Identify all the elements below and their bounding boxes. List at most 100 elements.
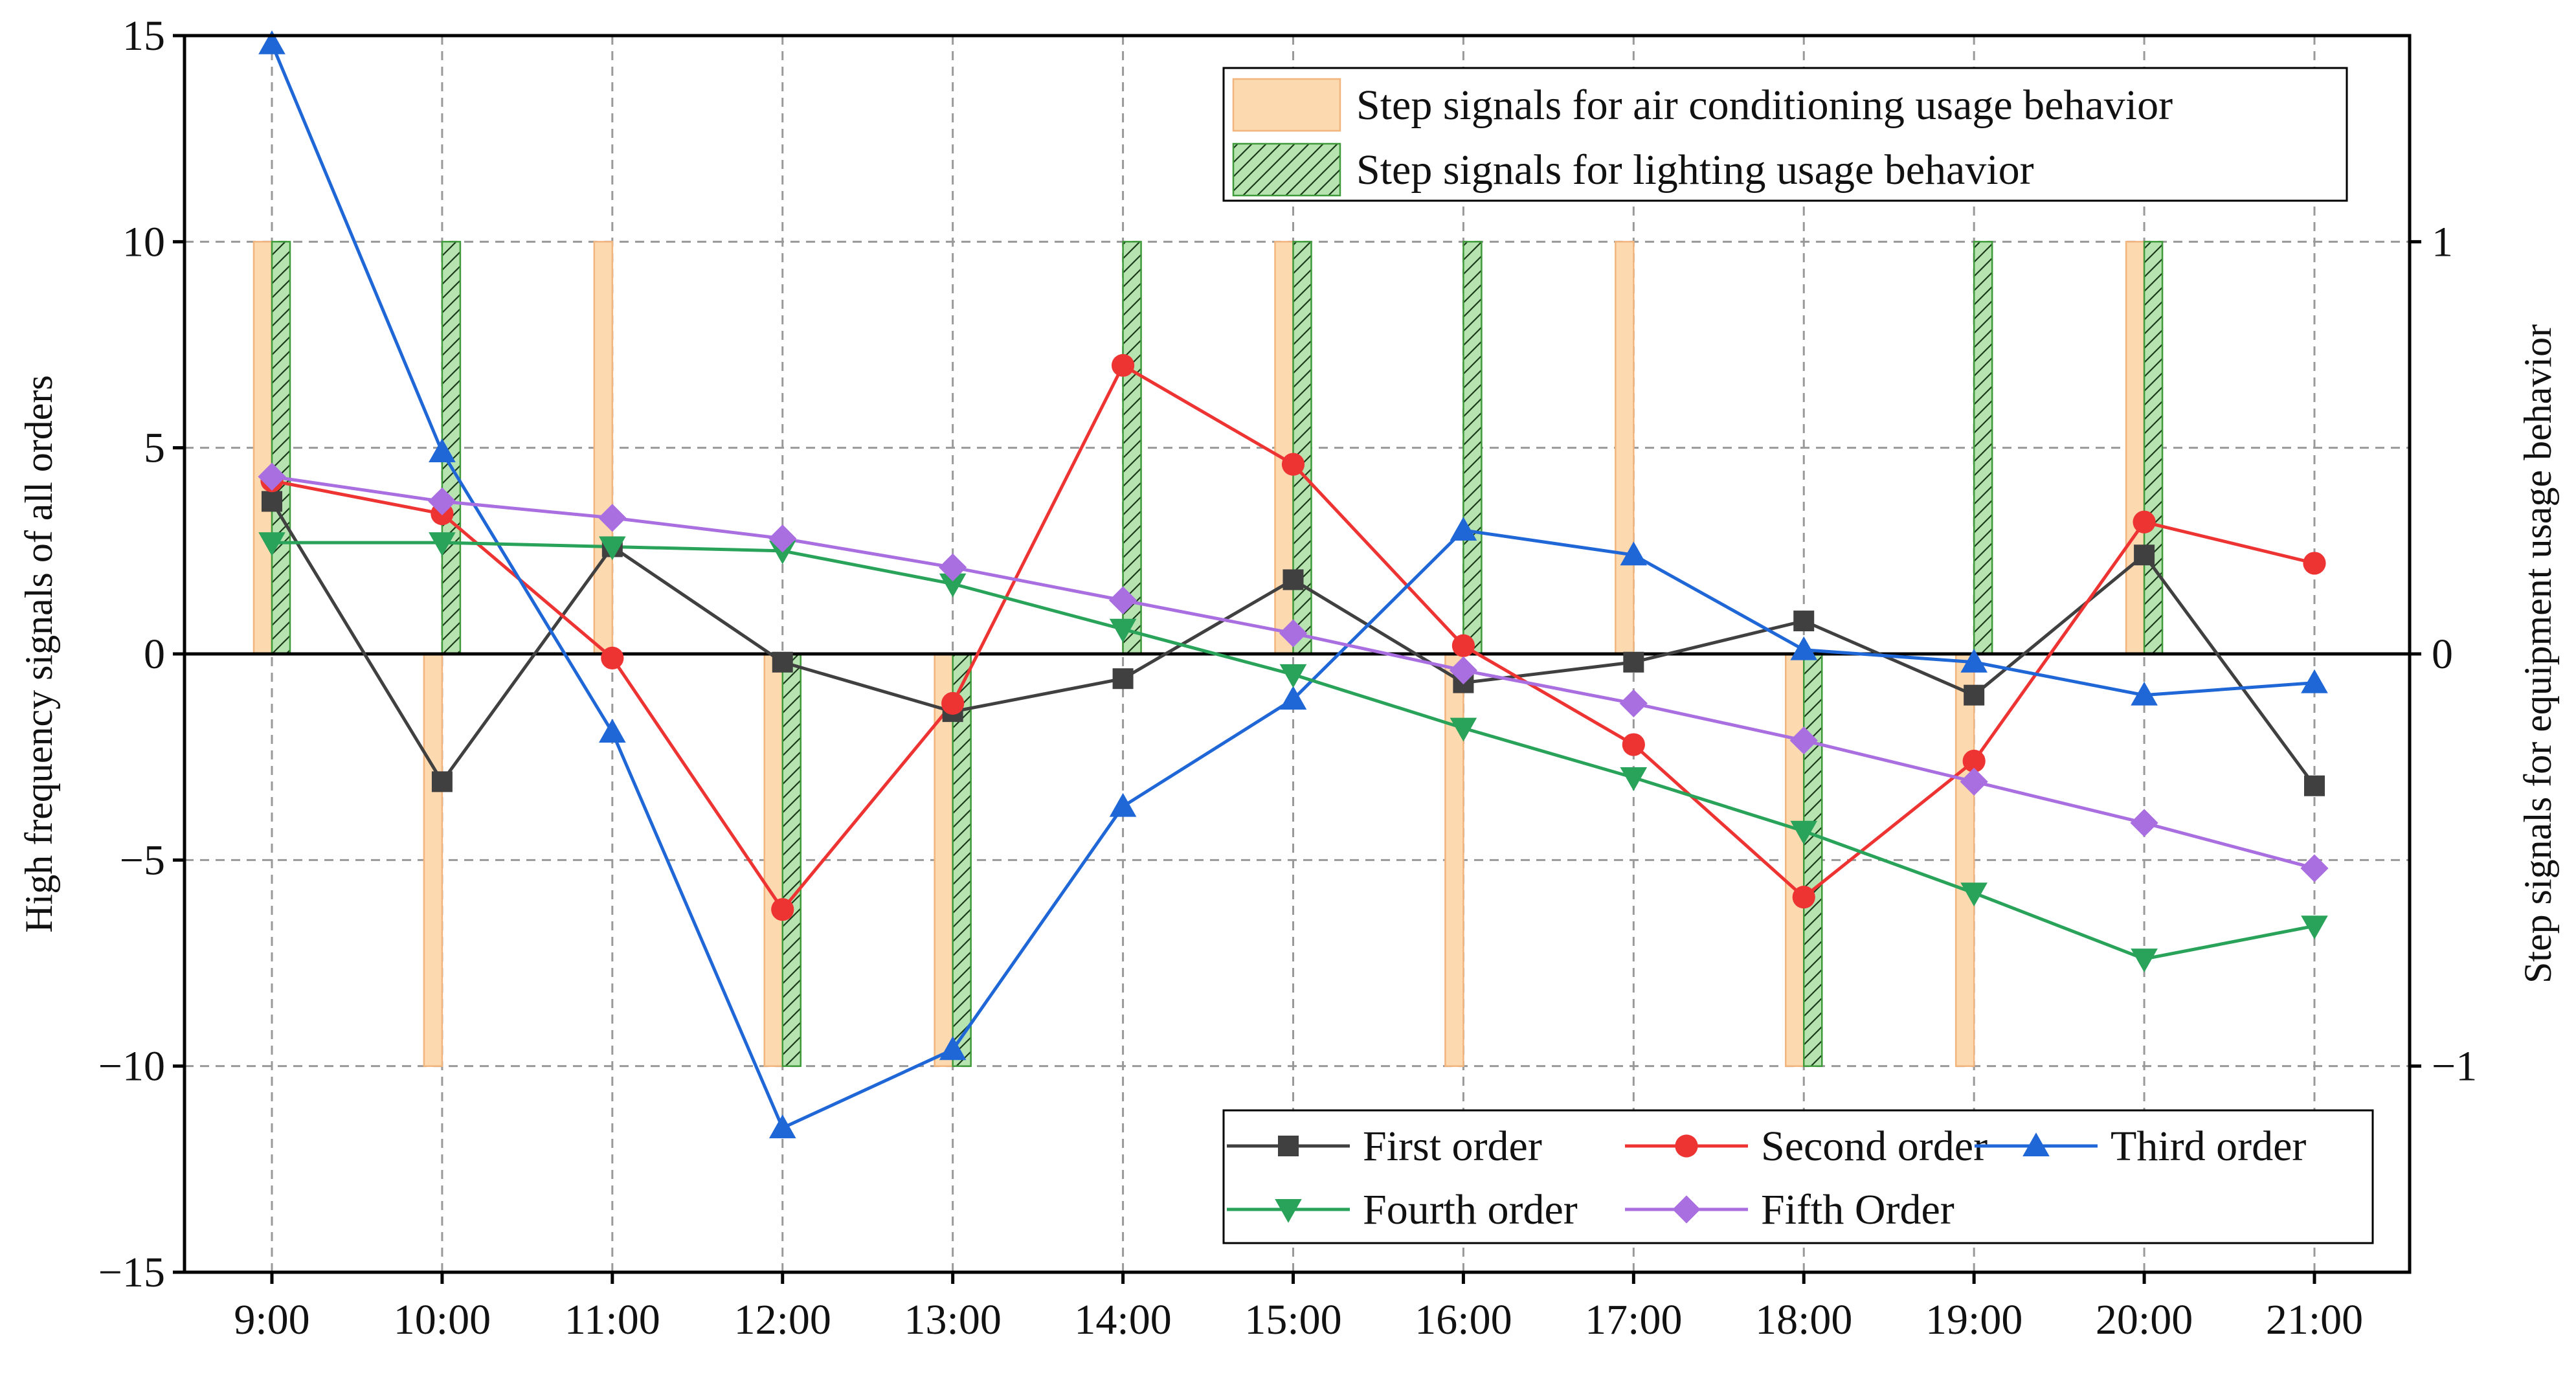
legend-marker — [2022, 1132, 2050, 1156]
point-fifth-order — [768, 524, 797, 553]
step-bar-air-conditioning — [763, 653, 783, 1067]
step-bar-lighting — [2143, 241, 2164, 655]
step-bar-lighting — [271, 241, 291, 655]
step-bar-air-conditioning — [593, 241, 614, 655]
point-third-order — [2131, 681, 2158, 706]
step-bar-lighting — [781, 653, 801, 1067]
point-first-order — [1964, 684, 1985, 706]
point-second-order — [1622, 733, 1645, 756]
point-second-order — [1111, 354, 1135, 377]
point-third-order — [1790, 636, 1818, 660]
legend-bottom-label: Third order — [2111, 1123, 2306, 1170]
legend-bottom-box — [1222, 1109, 2374, 1244]
legend-bottom-label: Fourth order — [1363, 1186, 1578, 1233]
point-fifth-order — [939, 553, 967, 581]
point-fourth-order — [1960, 882, 1988, 907]
y2-tick-label: 0 — [2432, 631, 2453, 678]
point-fifth-order — [1108, 586, 1137, 614]
point-fifth-order — [598, 504, 627, 532]
point-first-order — [1793, 611, 1815, 632]
y2-tick-label: −1 — [2432, 1043, 2477, 1090]
point-fifth-order — [1789, 726, 1818, 755]
point-third-order — [939, 1036, 967, 1061]
y2-tick-label: 1 — [2432, 218, 2453, 265]
point-fourth-order — [939, 573, 967, 598]
step-bar-air-conditioning — [1444, 653, 1464, 1067]
legend-marker — [1672, 1195, 1701, 1224]
y-tick-label: 0 — [144, 631, 165, 678]
point-fourth-order — [2131, 949, 2158, 972]
legend-swatch-lighting — [1232, 142, 1341, 197]
point-third-order — [2301, 669, 2328, 693]
point-second-order — [601, 646, 624, 669]
x-tick-label: 11:00 — [565, 1296, 660, 1343]
step-bar-air-conditioning — [1785, 653, 1805, 1067]
step-bar-lighting — [1973, 241, 1993, 655]
point-first-order — [431, 771, 453, 792]
point-second-order — [941, 691, 965, 715]
step-bar-air-conditioning — [1274, 241, 1294, 655]
y-tick-label: 5 — [144, 425, 165, 472]
y-tick-label: 15 — [122, 12, 165, 60]
point-second-order — [1792, 886, 1815, 909]
legend-bottom-label: Fifth Order — [1761, 1186, 1954, 1233]
point-first-order — [2304, 775, 2325, 796]
point-fifth-order — [2300, 854, 2329, 882]
series-markers — [258, 30, 2329, 1139]
point-fourth-order — [429, 532, 456, 556]
point-third-order — [1620, 541, 1648, 566]
point-fifth-order — [428, 487, 456, 516]
y-tick-label: 10 — [122, 218, 165, 265]
point-third-order — [599, 719, 626, 743]
point-fifth-order — [1960, 767, 1988, 796]
x-tick-label: 10:00 — [394, 1296, 491, 1343]
step-bar-air-conditioning — [1954, 653, 1975, 1067]
legend-top-label: Step signals for lighting usage behavior — [1356, 146, 2034, 194]
point-second-order — [1451, 634, 1475, 657]
point-fourth-order — [2301, 915, 2328, 939]
step-bar-lighting — [1803, 653, 1823, 1067]
x-tick-label: 19:00 — [1925, 1296, 2022, 1343]
step-bar-air-conditioning — [252, 241, 273, 655]
legend-bottom-label: First order — [1363, 1123, 1542, 1170]
y2-axis-label: Step signals for equipment usage behavio… — [2516, 324, 2559, 983]
legend-marker — [1275, 1199, 1302, 1223]
y-axis-label: High frequency signals of all orders — [17, 375, 60, 932]
y-tick-label: −5 — [120, 836, 165, 884]
point-first-order — [1623, 651, 1644, 673]
x-tick-label: 16:00 — [1415, 1296, 1512, 1343]
x-tick-label: 14:00 — [1074, 1296, 1171, 1343]
x-tick-label: 21:00 — [2266, 1296, 2363, 1343]
point-third-order — [1279, 686, 1307, 710]
point-fifth-order — [1619, 689, 1648, 717]
point-first-order — [262, 491, 282, 512]
step-bar-air-conditioning — [423, 653, 443, 1067]
point-first-order — [1282, 569, 1304, 590]
point-fourth-order — [1109, 618, 1137, 643]
point-fourth-order — [599, 536, 626, 561]
point-fourth-order — [1279, 664, 1307, 688]
legend-marker — [1675, 1134, 1698, 1158]
step-bar-air-conditioning — [1615, 241, 1635, 655]
legend-step-signals: Step signals for air conditioning usage … — [1222, 67, 2348, 202]
legend-marker — [1278, 1136, 1299, 1156]
point-first-order — [772, 651, 793, 673]
point-fourth-order — [1790, 820, 1818, 845]
point-fifth-order — [1449, 656, 1478, 685]
point-fifth-order — [2130, 809, 2158, 837]
point-fourth-order — [1620, 767, 1648, 791]
y-tick-label: −10 — [98, 1043, 165, 1090]
legend-swatch-air-conditioning — [1232, 78, 1341, 132]
legend-orders: First order Second order Third order Fourth… — [1222, 1109, 2374, 1244]
point-fifth-order — [258, 462, 286, 491]
legend-top-box — [1222, 67, 2348, 202]
point-second-order — [2303, 552, 2326, 575]
x-tick-label: 17:00 — [1585, 1296, 1682, 1343]
point-fourth-order — [258, 532, 286, 556]
point-third-order — [1450, 517, 1477, 541]
legend-top-label: Step signals for air conditioning usage … — [1356, 82, 2173, 129]
point-first-order — [2134, 544, 2155, 566]
point-third-order — [768, 1114, 796, 1139]
